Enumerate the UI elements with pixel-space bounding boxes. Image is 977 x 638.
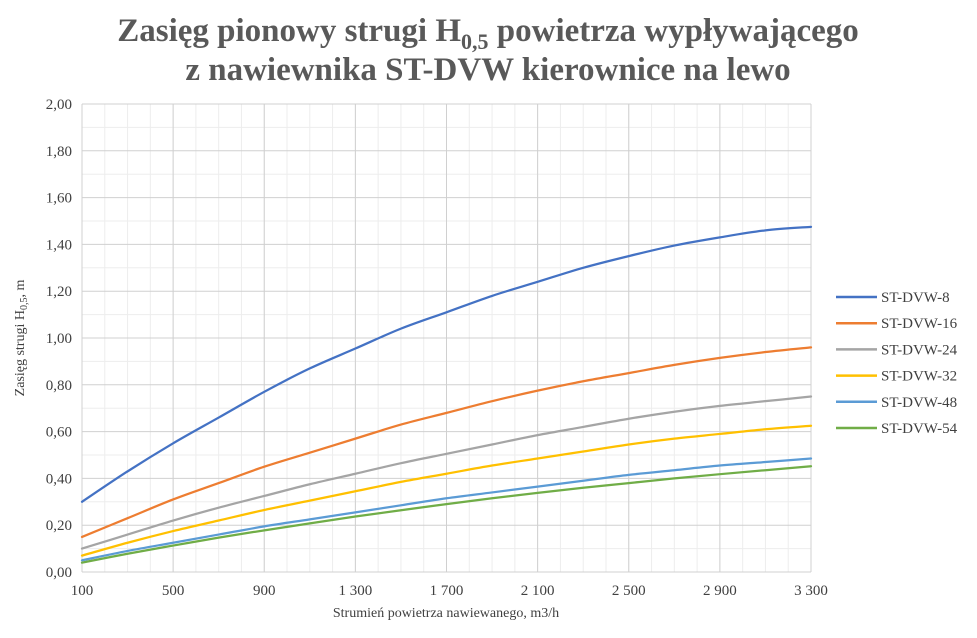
x-tick-label: 100	[71, 583, 94, 599]
y-axis-title-subscript: 0,5	[19, 298, 30, 311]
title-rest-text: powietrza wypływającego	[489, 13, 859, 49]
x-tick-label: 2 900	[703, 583, 737, 599]
legend: ST-DVW-8 ST-DVW-16 ST-DVW-24 ST-DVW-32 ST-DV…	[836, 290, 958, 437]
y-tick-label: 0,80	[46, 378, 72, 394]
chart-title-line-1: Zasięg pionowy strugi H0,5 powietrza wyp…	[117, 13, 859, 54]
x-tick-label: 2 500	[612, 583, 646, 599]
y-axis-tick-labels: 0,00 0,20 0,40 0,60 0,80 1,00 1,20 1,40 1,60 1,80…	[46, 97, 72, 581]
y-tick-label: 0,60	[46, 425, 72, 441]
legend-label: ST-DVW-16	[881, 316, 958, 332]
y-tick-label: 1,20	[46, 284, 72, 300]
y-tick-label: 1,80	[46, 144, 72, 160]
series-line-st-dvw-24	[80, 395, 813, 550]
series-lines	[80, 225, 813, 564]
x-tick-label: 900	[253, 583, 276, 599]
y-tick-label: 1,00	[46, 331, 72, 347]
x-tick-label: 500	[162, 583, 185, 599]
chart-title-line-2: z nawiewnika ST-DVW kierownice na lewo	[185, 52, 790, 88]
series-line-st-dvw-16	[80, 346, 813, 539]
y-tick-label: 1,60	[46, 191, 72, 207]
y-tick-label: 2,00	[46, 97, 72, 113]
major-gridlines	[81, 103, 812, 573]
y-tick-label: 1,40	[46, 237, 72, 253]
title-main-text: Zasięg pionowy strugi H	[117, 13, 461, 49]
series-line-st-dvw-48	[80, 457, 813, 562]
x-tick-label: 1 700	[430, 583, 464, 599]
x-tick-label: 1 300	[339, 583, 373, 599]
x-axis-tick-labels: 100 500 900 1 300 1 700 2 100 2 500 2 900 3 300	[71, 583, 828, 599]
x-tick-label: 3 300	[794, 583, 828, 599]
legend-label: ST-DVW-32	[881, 369, 957, 385]
x-tick-label: 2 100	[521, 583, 555, 599]
y-tick-label: 0,00	[46, 565, 72, 581]
title-subscript: 0,5	[461, 29, 489, 54]
y-tick-label: 0,40	[46, 471, 72, 487]
legend-label: ST-DVW-54	[881, 421, 958, 437]
legend-label: ST-DVW-48	[881, 395, 957, 411]
y-axis-title: Zasięg strugi H0,5, m	[13, 280, 30, 397]
x-axis-title: Strumień powietrza nawiewanego, m3/h	[333, 606, 559, 621]
y-axis-title-unit: , m	[13, 280, 28, 298]
series-line-st-dvw-54	[80, 465, 813, 564]
series-line-st-dvw-32	[80, 424, 813, 557]
y-axis-title-main: Zasięg strugi H	[13, 310, 28, 396]
legend-label: ST-DVW-24	[881, 342, 958, 358]
legend-label: ST-DVW-8	[881, 290, 950, 306]
y-tick-label: 0,20	[46, 518, 72, 534]
series-line-st-dvw-8	[80, 225, 813, 503]
